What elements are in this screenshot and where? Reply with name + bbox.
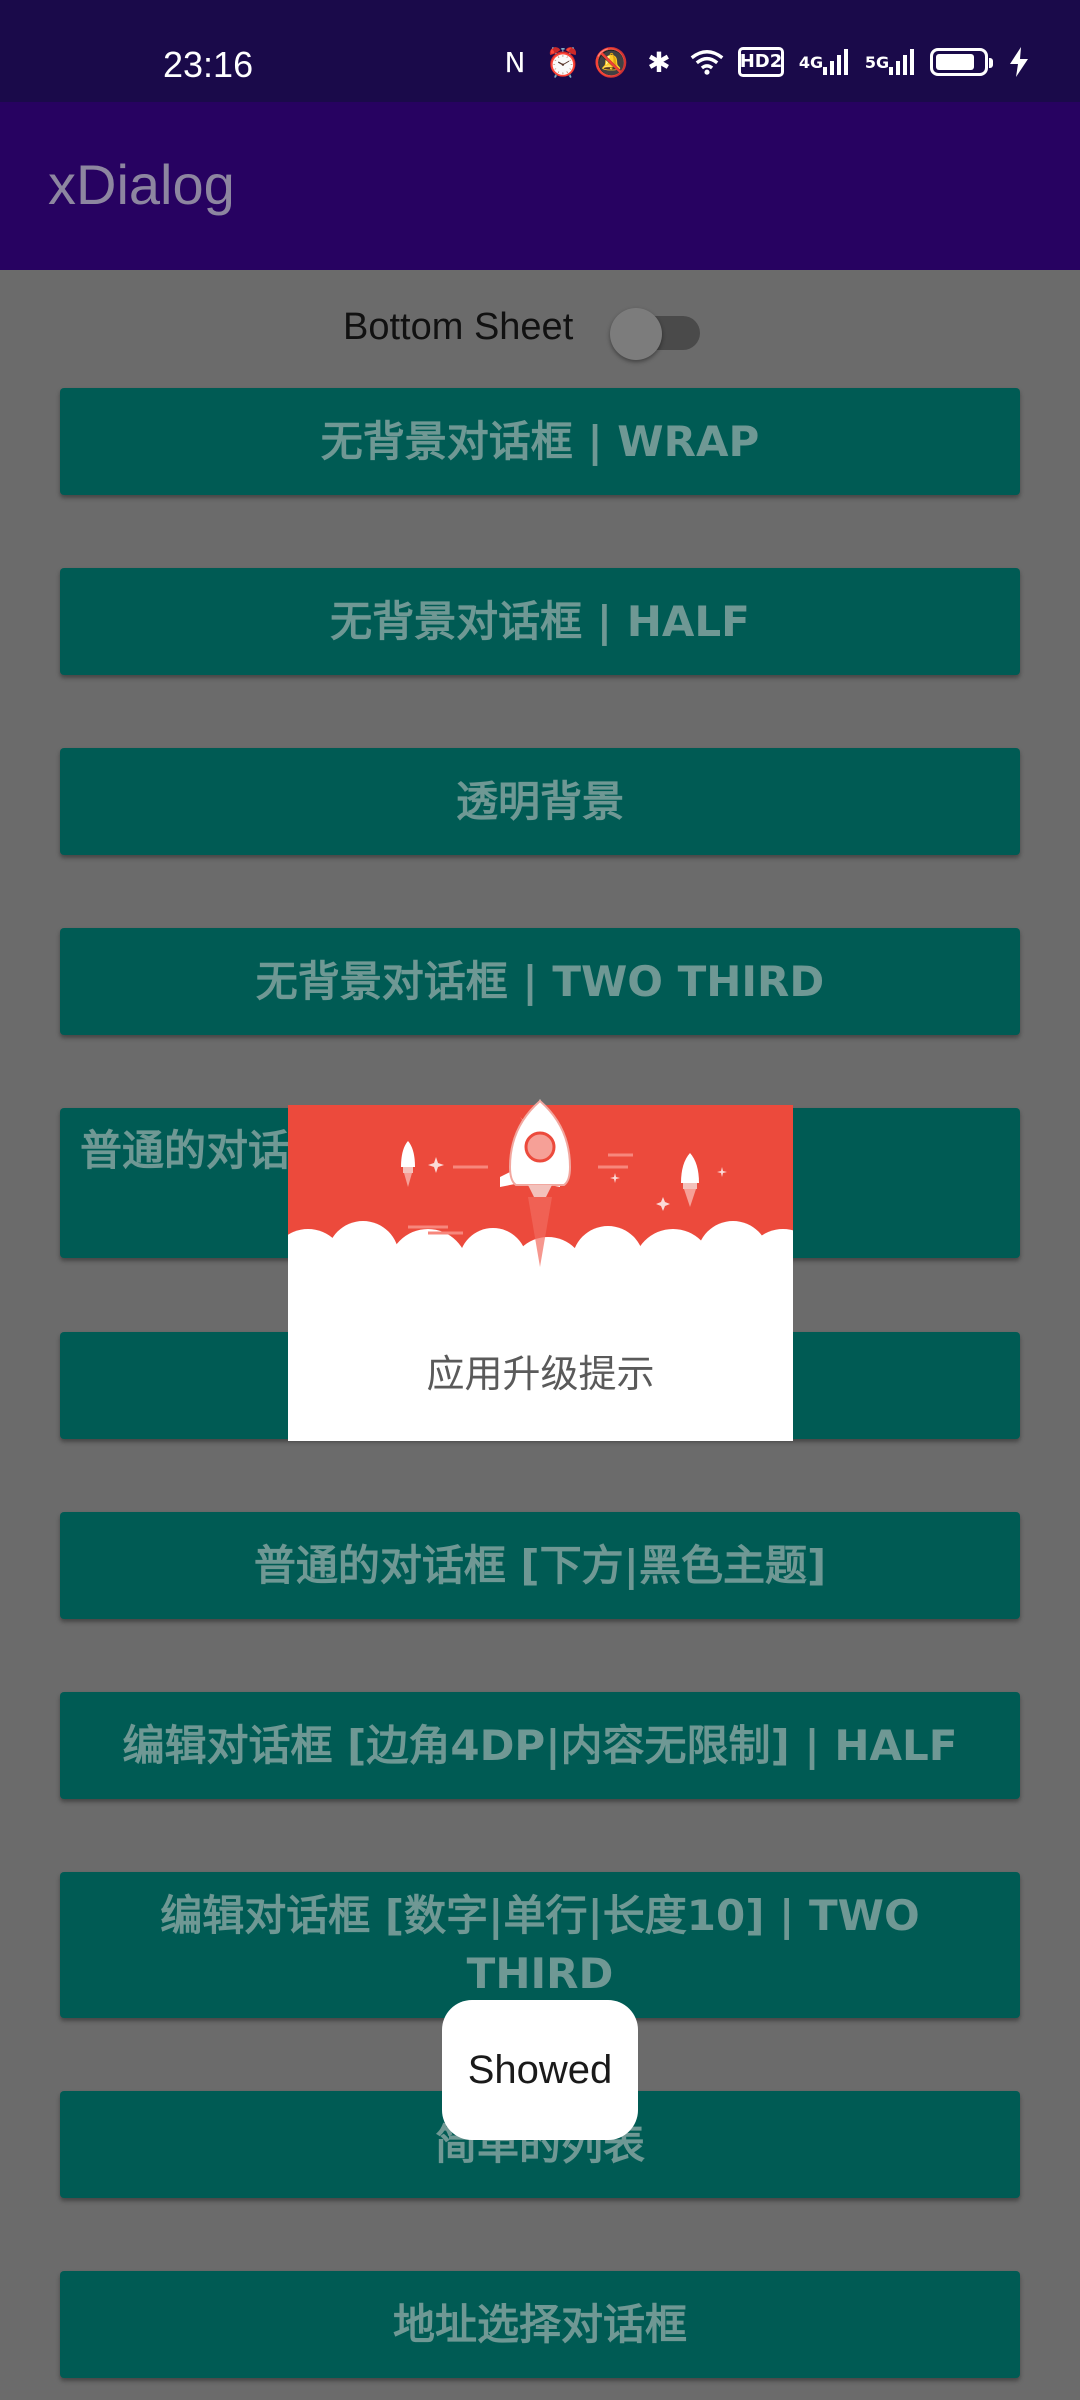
upgrade-dialog[interactable]: 应用升级提示 bbox=[288, 1099, 793, 1441]
button-edit-dialog-two-third[interactable]: 编辑对话框 [数字|单行|长度10] | TWO THIRD bbox=[60, 1872, 1020, 2018]
5g-signal-icon: 5G bbox=[864, 46, 916, 78]
dialog-title: 应用升级提示 bbox=[426, 1352, 655, 1396]
bottom-sheet-row: Bottom Sheet bbox=[0, 290, 1080, 360]
status-time: 23:16 bbox=[163, 44, 254, 85]
app-bar: xDialog bbox=[0, 102, 1080, 270]
toast-message: Showed bbox=[442, 2000, 638, 2140]
charging-icon bbox=[1002, 46, 1036, 78]
button-normal-dialog-bottom-dark[interactable]: 普通的对话框 [下方|黑色主题] bbox=[60, 1512, 1020, 1619]
mute-icon: 🔕 bbox=[593, 45, 629, 79]
4g-label: 4G bbox=[798, 52, 824, 72]
bottom-sheet-label: Bottom Sheet bbox=[343, 306, 574, 348]
hd-icon: HD2 bbox=[738, 47, 784, 77]
small-rocket-left-icon bbox=[401, 1141, 415, 1187]
button-address-picker[interactable]: 地址选择对话框 bbox=[60, 2271, 1020, 2378]
button-transparent-bg[interactable]: 透明背景 bbox=[60, 748, 1020, 855]
nfc-icon: N bbox=[504, 45, 526, 79]
battery-icon bbox=[930, 48, 993, 76]
button-edit-dialog-half[interactable]: 编辑对话框 [边角4DP|内容无限制] | HALF bbox=[60, 1692, 1020, 1799]
bluetooth-icon: ✱ bbox=[647, 45, 671, 79]
app-title: xDialog bbox=[48, 153, 235, 216]
small-rocket-right-icon bbox=[681, 1153, 699, 1207]
status-bar: 23:16 N ⏰ 🔕 ✱ HD2 4G 5G bbox=[0, 0, 1080, 102]
5g-label: 5G bbox=[864, 52, 890, 72]
wifi-icon bbox=[690, 46, 724, 78]
button-no-bg-two-third[interactable]: 无背景对话框 | TWO THIRD bbox=[60, 928, 1020, 1035]
switch-thumb bbox=[610, 308, 662, 360]
alarm-icon: ⏰ bbox=[545, 45, 581, 79]
status-icons: N ⏰ 🔕 ✱ HD2 4G 5G bbox=[498, 45, 1036, 79]
bottom-sheet-switch[interactable] bbox=[610, 308, 706, 360]
button-no-bg-wrap[interactable]: 无背景对话框 | WRAP bbox=[60, 388, 1020, 495]
main-rocket-icon bbox=[500, 1099, 572, 1267]
4g-signal-icon: 4G bbox=[798, 46, 850, 78]
rocket-illustration bbox=[288, 1099, 793, 1297]
button-no-bg-half[interactable]: 无背景对话框 | HALF bbox=[60, 568, 1020, 675]
